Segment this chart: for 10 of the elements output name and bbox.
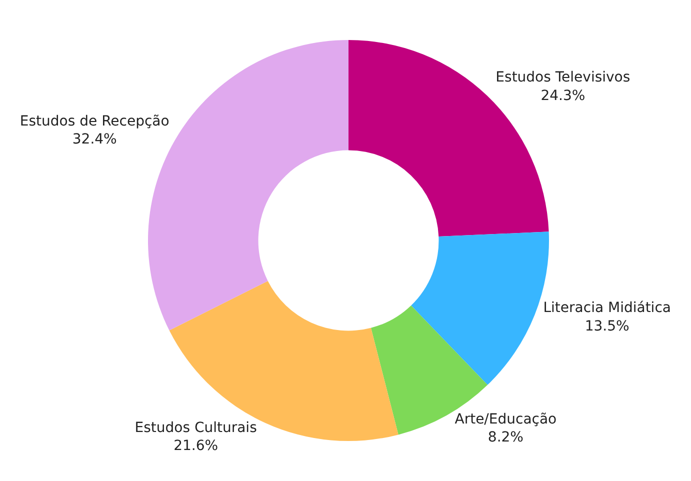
slice-label: Estudos Televisivos (496, 70, 630, 86)
slice-label: Literacia Midiática (543, 300, 671, 316)
slice-label: Estudos Culturais (134, 420, 257, 436)
data-label: 24.3% (540, 88, 586, 104)
data-label: 13.5% (584, 318, 630, 334)
data-label: 21.6% (174, 438, 218, 454)
slice-label: Arte/Educação (454, 412, 557, 428)
data-label: 8.2% (488, 430, 524, 446)
slice-label: Estudos de Recepção (20, 113, 170, 130)
data-label: 32.4% (72, 132, 117, 148)
